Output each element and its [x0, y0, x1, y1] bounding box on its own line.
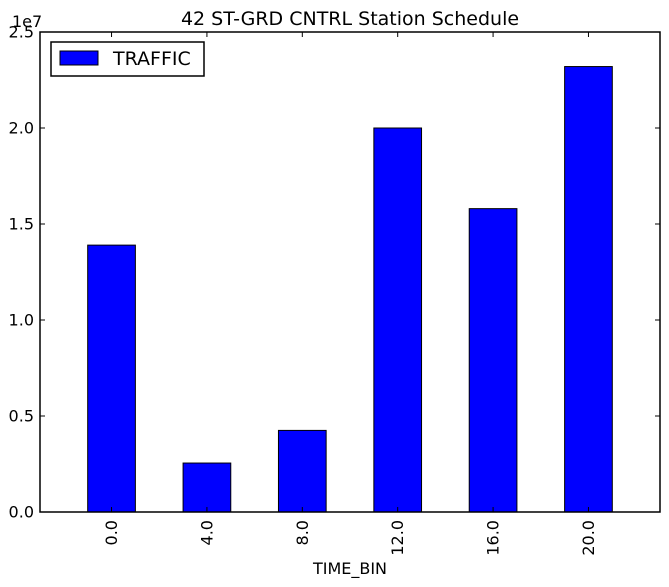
x-tick-label: 0.0 — [102, 520, 121, 545]
chart-title: 42 ST-GRD CNTRL Station Schedule — [181, 8, 519, 30]
y-tick-label: 2.5 — [9, 23, 34, 42]
legend-label-traffic: TRAFFIC — [112, 48, 191, 70]
y-tick-label: 1.5 — [9, 215, 34, 234]
x-tick-label: 4.0 — [197, 520, 216, 545]
y-ticks-group: 0.0 0.5 1.0 1.5 2.0 2.5 — [9, 23, 660, 522]
y-tick-label: 0.5 — [9, 407, 34, 426]
x-tick-label: 8.0 — [293, 520, 312, 545]
x-axis-label: TIME_BIN — [312, 559, 387, 579]
legend: TRAFFIC — [50, 41, 205, 77]
bar-12.0 — [373, 127, 423, 513]
bars-group — [87, 66, 613, 513]
x-tick-label: 16.0 — [484, 520, 503, 556]
bar-16.0 — [468, 208, 518, 513]
y-tick-label: 0.0 — [9, 503, 34, 522]
bar-8.0 — [277, 429, 327, 513]
plot-frame — [39, 31, 661, 513]
y-tick-label: 2.0 — [9, 119, 34, 138]
y-tick-label: 1.0 — [9, 311, 34, 330]
x-tick-label: 12.0 — [388, 520, 407, 556]
bar-20.0 — [564, 66, 613, 513]
y-offset-label: 1e7 — [12, 12, 42, 31]
x-tick-label: 20.0 — [579, 520, 598, 556]
legend-swatch-traffic — [59, 50, 99, 66]
bar-0.0 — [87, 244, 136, 513]
x-ticks-group: 0.0 4.0 8.0 12.0 16.0 20.0 — [102, 32, 598, 556]
bar-4.0 — [182, 462, 232, 513]
